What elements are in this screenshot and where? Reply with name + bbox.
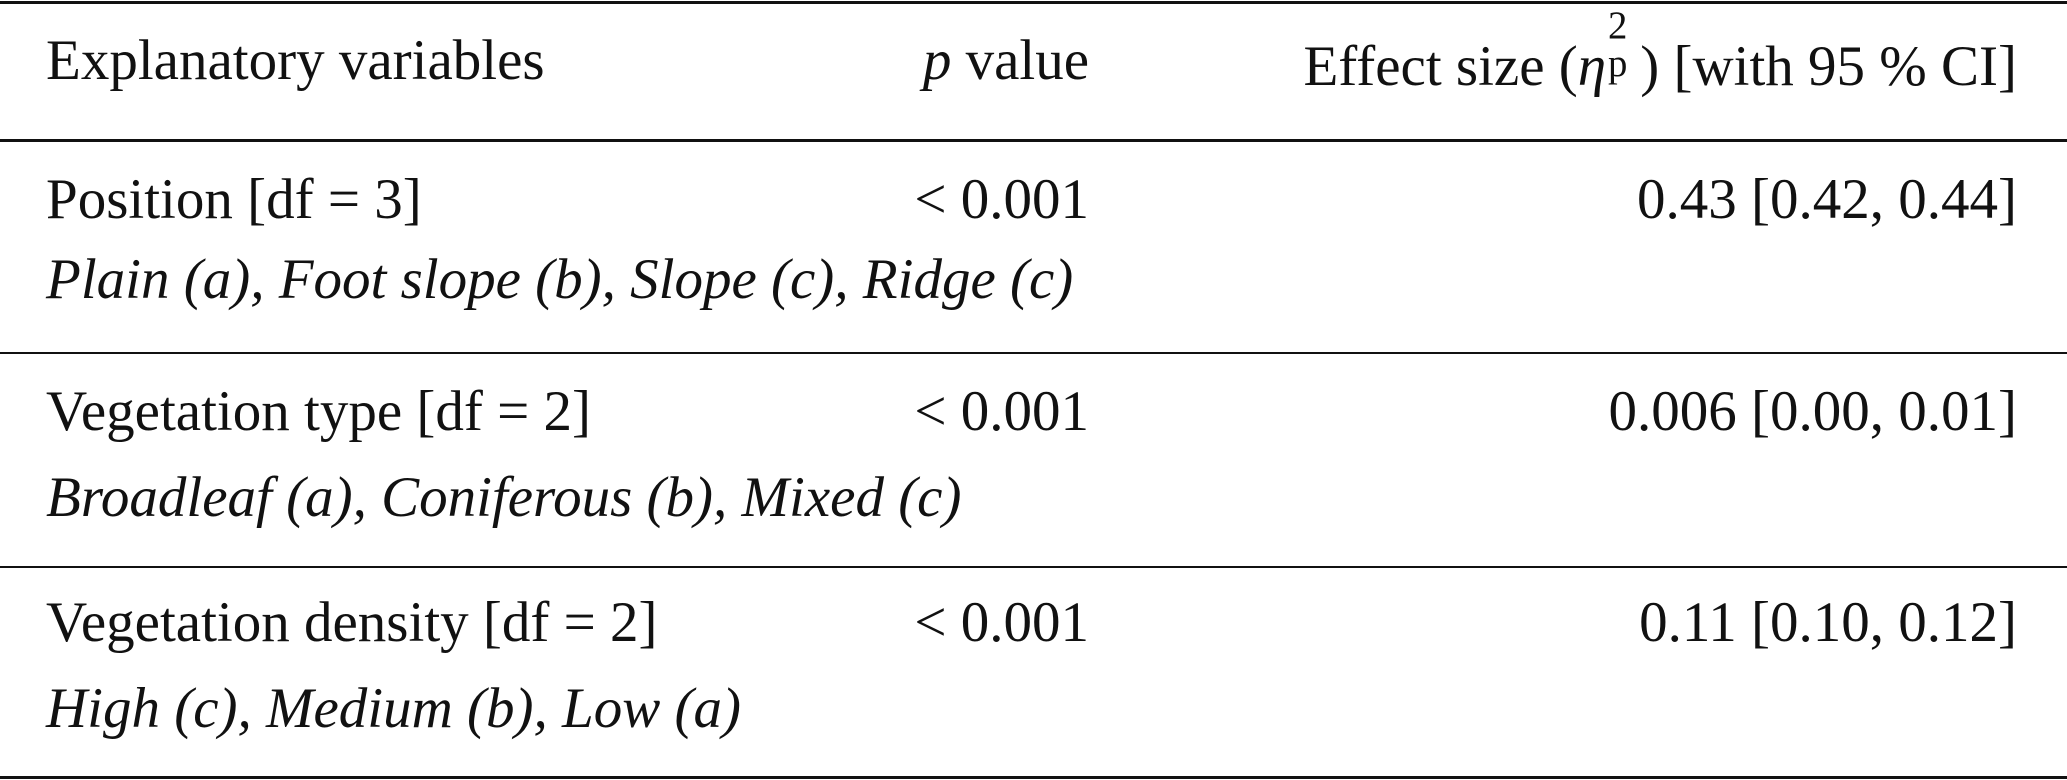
row-variable: Vegetation type [df = 2]: [46, 380, 591, 443]
eta-symbol: η: [1577, 35, 1607, 98]
p-text: value: [965, 29, 1089, 92]
row-effect: 0.11 [0.10, 0.12]: [1639, 591, 2017, 654]
header-p-value: p value: [923, 28, 1089, 94]
row-variable: Position [df = 3]: [46, 168, 422, 231]
effect-before: Effect size (: [1303, 35, 1578, 98]
effect-after: ) [with 95 % CI]: [1640, 35, 2017, 98]
eta-sub: p: [1607, 42, 1628, 86]
row-rule: [0, 566, 2067, 568]
row-effect: 0.006 [0.00, 0.01]: [1608, 380, 2017, 443]
header-effect-size: Effect size (η 2 p) [with 95 % CI]: [1303, 6, 2017, 100]
row-p: < 0.001: [914, 591, 1089, 654]
row-levels: Plain (a), Foot slope (b), Slope (c), Ri…: [46, 248, 1074, 311]
row-rule: [0, 352, 2067, 354]
row-levels: High (c), Medium (b), Low (a): [46, 677, 741, 740]
top-rule: [0, 1, 2067, 4]
p-symbol: p: [922, 29, 952, 92]
header-variables: Explanatory variables: [46, 29, 545, 92]
eta-sup: 2: [1607, 3, 1628, 47]
row-levels: Broadleaf (a), Coniferous (b), Mixed (c): [46, 466, 962, 529]
bottom-rule: [0, 776, 2067, 779]
row-variable: Vegetation density [df = 2]: [46, 591, 658, 654]
row-p: < 0.001: [914, 168, 1089, 231]
header-rule: [0, 139, 2067, 142]
row-effect: 0.43 [0.42, 0.44]: [1637, 168, 2017, 231]
row-p: < 0.001: [914, 380, 1089, 443]
